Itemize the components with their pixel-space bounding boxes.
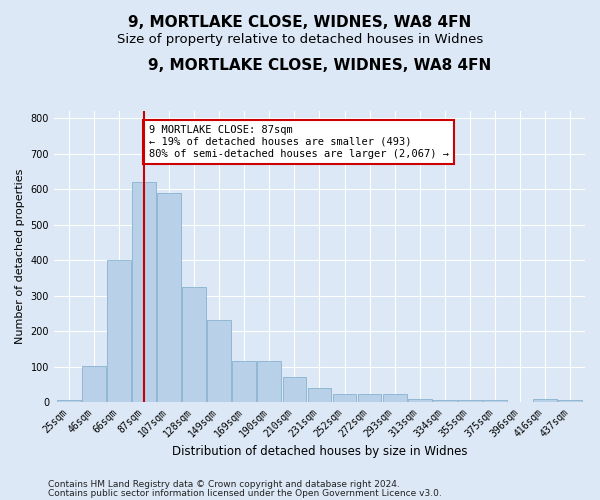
Text: Contains HM Land Registry data © Crown copyright and database right 2024.: Contains HM Land Registry data © Crown c… [48, 480, 400, 489]
Bar [257, 362, 281, 402]
Y-axis label: Number of detached properties: Number of detached properties [15, 169, 25, 344]
Text: Contains public sector information licensed under the Open Government Licence v3: Contains public sector information licen… [48, 489, 442, 498]
Bar [283, 378, 307, 402]
Text: Size of property relative to detached houses in Widnes: Size of property relative to detached ho… [117, 32, 483, 46]
Bar [533, 398, 557, 402]
Bar [308, 388, 331, 402]
Title: 9, MORTLAKE CLOSE, WIDNES, WA8 4FN: 9, MORTLAKE CLOSE, WIDNES, WA8 4FN [148, 58, 491, 72]
Bar [107, 260, 131, 402]
Bar [483, 400, 507, 402]
Bar [383, 394, 407, 402]
Bar [157, 193, 181, 402]
Text: 9 MORTLAKE CLOSE: 87sqm
← 19% of detached houses are smaller (493)
80% of semi-d: 9 MORTLAKE CLOSE: 87sqm ← 19% of detache… [149, 126, 449, 158]
Bar [182, 287, 206, 402]
X-axis label: Distribution of detached houses by size in Widnes: Distribution of detached houses by size … [172, 444, 467, 458]
Bar [433, 400, 457, 402]
Text: 9, MORTLAKE CLOSE, WIDNES, WA8 4FN: 9, MORTLAKE CLOSE, WIDNES, WA8 4FN [128, 15, 472, 30]
Bar [408, 398, 431, 402]
Bar [232, 362, 256, 402]
Bar [558, 400, 582, 402]
Bar [82, 366, 106, 402]
Bar [458, 400, 482, 402]
Bar [358, 394, 382, 402]
Bar [132, 182, 156, 402]
Bar [332, 394, 356, 402]
Bar [208, 320, 231, 402]
Bar [57, 400, 81, 402]
